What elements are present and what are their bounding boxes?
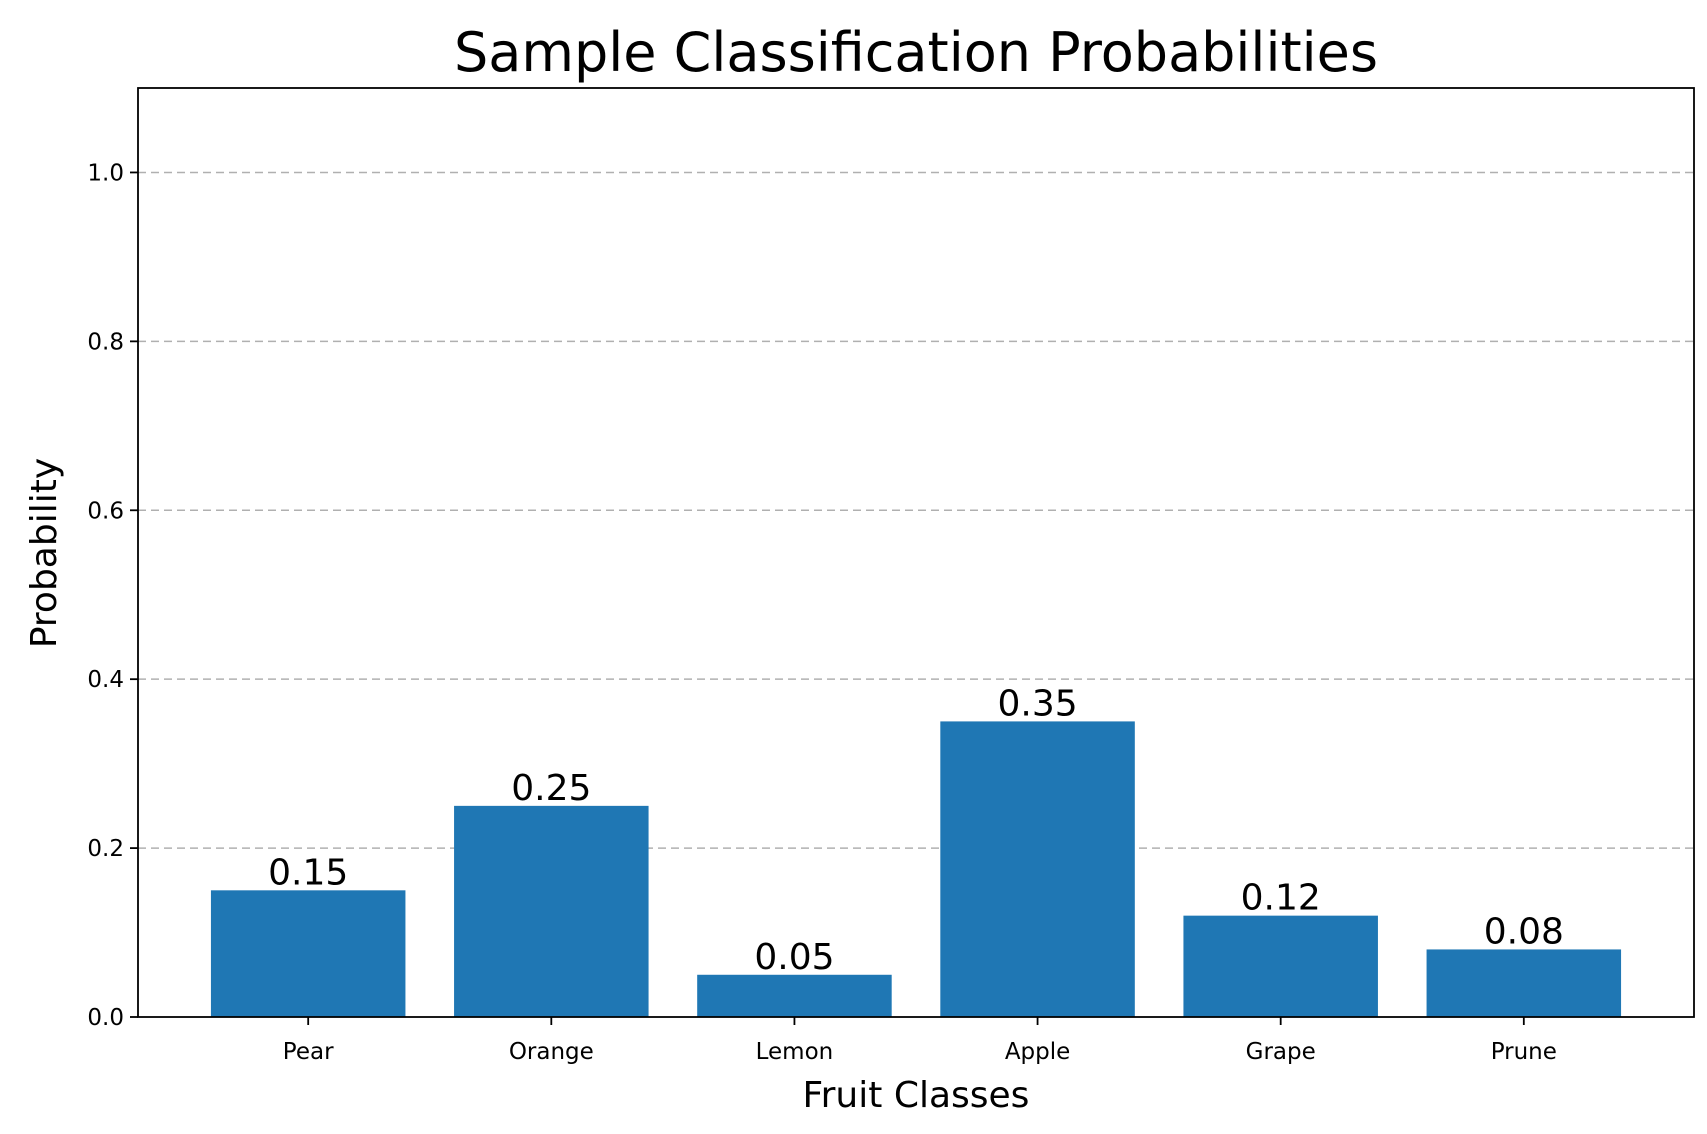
y-tick-label: 0.0: [87, 1005, 124, 1031]
x-tick-label: Apple: [1005, 1039, 1070, 1065]
x-axis: Pear Orange Lemon Apple Grape Prune: [283, 1017, 1557, 1065]
y-tick-label: 0.4: [87, 667, 124, 693]
bar-orange: [454, 805, 649, 1017]
bar-lemon: [697, 974, 892, 1017]
y-tick-label: 0.8: [87, 329, 124, 355]
y-axis-title: Probability: [24, 458, 65, 648]
y-tick-label: 1.0: [87, 160, 124, 186]
data-label-pear: 0.15: [268, 852, 348, 893]
data-label-orange: 0.25: [511, 768, 591, 809]
y-axis: 0.0 0.2 0.4 0.6 0.8 1.0: [87, 160, 138, 1031]
x-tick-label: Prune: [1491, 1039, 1557, 1065]
x-tick-label: Lemon: [756, 1039, 834, 1065]
data-label-apple: 0.35: [997, 683, 1077, 724]
chart-title: Sample Classification Probabilities: [454, 21, 1378, 84]
data-label-lemon: 0.05: [754, 937, 834, 978]
data-labels: 0.15 0.25 0.05 0.35 0.12 0.08: [268, 683, 1564, 977]
x-axis-title: Fruit Classes: [803, 1075, 1030, 1116]
data-label-grape: 0.12: [1241, 878, 1321, 919]
x-tick-label: Pear: [283, 1039, 334, 1065]
plot-frame: [137, 87, 1695, 1018]
bar-prune: [1426, 949, 1622, 1017]
bar-pear: [210, 890, 406, 1017]
bars: [210, 721, 1622, 1017]
x-tick-label: Grape: [1246, 1039, 1316, 1065]
bar-grape: [1183, 915, 1378, 1017]
y-tick-label: 0.6: [87, 498, 124, 524]
bar-apple: [940, 721, 1135, 1017]
data-label-prune: 0.08: [1484, 911, 1564, 952]
x-tick-label: Orange: [509, 1039, 594, 1065]
y-tick-label: 0.2: [87, 836, 124, 862]
